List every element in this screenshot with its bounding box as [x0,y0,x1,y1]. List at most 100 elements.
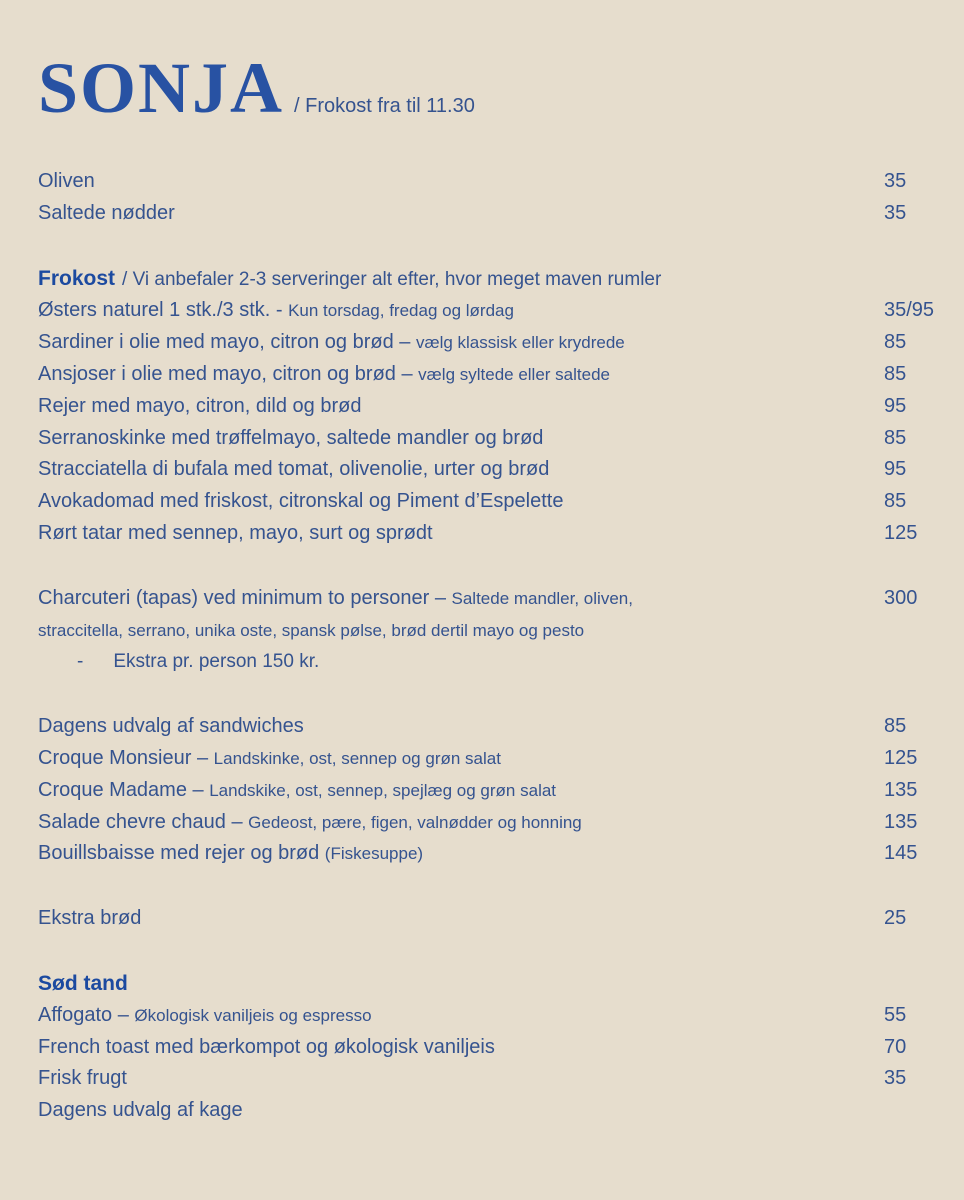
item-name: Dagens udvalg af kage [38,1099,243,1122]
item-price: 135 [884,810,918,833]
menu-item-row: Affogato – Økologisk vaniljeis og espres… [38,1000,964,1032]
item-text: Croque Madame – Landskike, ost, sennep, … [38,775,884,807]
item-note: Økologisk vaniljeis og espresso [134,1005,372,1025]
item-text: Ekstra brød [38,903,884,935]
item-name: Affogato – [38,1003,135,1026]
menu-item-row: Rejer med mayo, citron, dild og brød 95 [38,391,964,423]
item-name: Dagens udvalg af sandwiches [38,715,304,738]
item-price: 95 [884,394,907,417]
menu-item-row: Avokadomad med friskost, citronskal og P… [38,486,964,518]
menu-section-charcuteri: Charcuteri (tapas) ved minimum to person… [38,583,964,678]
item-price: 145 [884,842,918,865]
item-note: Gedeost, pære, figen, valnødder og honni… [248,812,582,832]
menu-item-row: Oliven 35 [38,166,964,198]
item-price: 85 [884,331,907,354]
item-note: Landskinke, ost, sennep og grøn salat [213,748,501,768]
item-text: Dagens udvalg af kage [38,1095,964,1127]
item-note: Saltede mandler, oliven, [451,588,633,608]
menu-section-soed-tand: Sød tand Affogato – Økologisk vaniljeis o… [38,968,964,1127]
item-text: Rørt tatar med sennep, mayo, surt og spr… [38,518,884,550]
menu-item-row: Dagens udvalg af sandwiches 85 [38,711,964,743]
item-price: 55 [884,1003,907,1026]
menu-item-row: Ansjoser i olie med mayo, citron og brød… [38,359,964,391]
item-price: 35 [884,201,907,224]
menu-section-sandwiches: Dagens udvalg af sandwiches 85 Croque Mons… [38,711,964,870]
item-text: Serranoskinke med trøffelmayo, saltede m… [38,423,884,455]
item-name: Avokadomad med friskost, citronskal og P… [38,490,564,513]
menu-item-row: Rørt tatar med sennep, mayo, surt og spr… [38,518,964,550]
menu-item-row: French toast med bærkompot og økologisk … [38,1032,964,1064]
item-text: Bouillsbaisse med rejer og brød (Fiskesu… [38,838,884,870]
menu-item-row: Saltede nødder 35 [38,198,964,230]
item-text: - Ekstra pr. person 150 kr. [77,646,964,678]
menu-item-row: Sardiner i olie med mayo, citron og brød… [38,327,964,359]
item-note: Landskike, ost, sennep, spejlæg og grøn … [209,780,557,800]
item-name: Salade chevre chaud – [38,810,249,833]
item-text: Østers naturel 1 stk./3 stk. - Kun torsd… [38,295,884,327]
item-note: vælg syltede eller saltede [418,364,610,384]
item-name: Bouillsbaisse med rejer og brød [38,842,325,865]
item-name: Frisk frugt [38,1067,127,1090]
item-price: 35 [884,1067,907,1090]
item-price: 85 [884,490,907,513]
item-name: Stracciatella di bufala med tomat, olive… [38,458,550,481]
menu-header: SONJA / Frokost fra til 11.30 [38,52,964,124]
section-heading-row: Sød tand [38,968,964,1000]
section-heading: Sød tand [38,971,128,995]
item-text: Saltede nødder [38,198,884,230]
menu-item-row: Østers naturel 1 stk./3 stk. - Kun torsd… [38,295,964,327]
item-text: Sardiner i olie med mayo, citron og brød… [38,327,884,359]
item-price: 85 [884,426,907,449]
item-price: 85 [884,362,907,385]
item-text: French toast med bærkompot og økologisk … [38,1032,884,1064]
item-name: Østers naturel 1 stk./3 stk. - [38,299,289,322]
item-name: Charcuteri (tapas) ved minimum to person… [38,586,452,609]
item-name: Sardiner i olie med mayo, citron og brød… [38,331,416,354]
item-text: Oliven [38,166,884,198]
section-heading-row: Frokost / Vi anbefaler 2-3 serveringer al… [38,263,964,296]
menu-item-row: Croque Madame – Landskike, ost, sennep, … [38,775,964,807]
section-heading-note: / Vi anbefaler 2-3 serveringer alt efter… [122,268,662,290]
item-note: (Fiskesuppe) [324,844,424,864]
item-name: Croque Monsieur – [38,746,214,769]
item-name: Croque Madame – [38,778,210,801]
item-price: 125 [884,746,918,769]
menu-item-row: Ekstra brød 25 [38,903,964,935]
item-price: 25 [884,907,907,930]
item-text: Croque Monsieur – Landskinke, ost, senne… [38,743,884,775]
menu-subtitle: / Frokost fra til 11.30 [294,95,475,117]
menu-section-ekstra: Ekstra brød 25 [38,903,964,935]
item-text: Frisk frugt [38,1063,884,1095]
restaurant-name: SONJA [38,48,285,128]
item-name: Ansjoser i olie med mayo, citron og brød… [38,362,419,385]
item-price: 35 [884,170,907,192]
menu-item-row: Dagens udvalg af kage [38,1095,964,1127]
item-name: Saltede nødder [38,201,175,224]
item-name: Rørt tatar med sennep, mayo, surt og spr… [38,521,433,544]
item-name: Oliven [38,170,95,192]
item-price: 95 [884,458,907,481]
menu-item-row: Salade chevre chaud – Gedeost, pære, fig… [38,807,964,839]
item-price: 35/95 [884,299,935,322]
item-note: Kun torsdag, fredag og lørdag [288,301,514,321]
item-price: 300 [884,586,918,609]
item-name: Ekstra brød [38,907,142,930]
menu-item-row: - Ekstra pr. person 150 kr. [38,646,964,678]
item-text: Avokadomad med friskost, citronskal og P… [38,486,884,518]
item-note-continuation: straccitella, serrano, unika oste, spans… [38,620,585,640]
menu-body: Oliven 35 Saltede nødder 35 Frokost / Vi anbe… [38,166,964,1127]
menu-item-row: Croque Monsieur – Landskinke, ost, senne… [38,743,964,775]
item-name: Serranoskinke med trøffelmayo, saltede m… [38,426,544,449]
item-text: Dagens udvalg af sandwiches [38,711,884,743]
item-price: 70 [884,1035,907,1058]
menu-item-row: Stracciatella di bufala med tomat, olive… [38,454,964,486]
item-text: Stracciatella di bufala med tomat, olive… [38,454,884,486]
item-name: Rejer med mayo, citron, dild og brød [38,394,362,417]
item-name: French toast med bærkompot og økologisk … [38,1035,495,1058]
item-text: Rejer med mayo, citron, dild og brød [38,391,884,423]
item-text: Charcuteri (tapas) ved minimum to person… [38,583,884,615]
item-note: vælg klassisk eller krydrede [415,333,625,353]
menu-section-snacks: Oliven 35 Saltede nødder 35 [38,166,964,230]
menu-item-row: Serranoskinke med trøffelmayo, saltede m… [38,423,964,455]
